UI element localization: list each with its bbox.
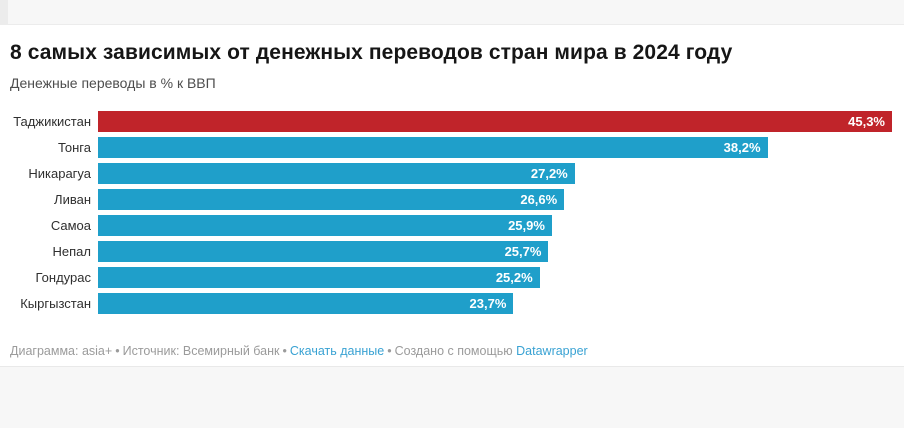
footer-separator: • bbox=[282, 344, 287, 359]
bar-label: Самоа bbox=[50, 218, 91, 234]
top-band bbox=[0, 0, 904, 25]
top-band-left-edge bbox=[0, 0, 8, 25]
bar: 25,2% bbox=[98, 267, 540, 289]
chart-subtitle: Денежные переводы в % к ВВП bbox=[10, 75, 216, 92]
download-data-link[interactable]: Скачать данные bbox=[289, 344, 385, 359]
bar-chart: Таджикистан 45,3% Тонга 38,2% Никарагуа … bbox=[10, 111, 894, 315]
bar-track: 23,7% bbox=[98, 293, 892, 315]
bar-label: Ливан bbox=[54, 192, 91, 208]
bar: 27,2% bbox=[98, 163, 575, 185]
byline-text: Диаграмма: asia+ bbox=[10, 344, 113, 359]
bar-track: 25,2% bbox=[98, 267, 892, 289]
bar: 45,3% bbox=[98, 111, 892, 133]
source-text: Источник: Всемирный банк bbox=[122, 344, 280, 359]
chart-title: 8 самых зависимых от денежных переводов … bbox=[10, 41, 733, 64]
bar-track: 38,2% bbox=[98, 137, 892, 159]
bar-label: Непал bbox=[52, 244, 91, 260]
bar-row: Ливан 26,6% bbox=[10, 189, 894, 211]
bar-value-label: 23,7% bbox=[469, 296, 507, 312]
bar: 38,2% bbox=[98, 137, 768, 159]
bar-label: Кыргызстан bbox=[20, 296, 91, 312]
bar-value-label: 25,9% bbox=[508, 218, 545, 234]
bottom-band bbox=[0, 366, 904, 428]
bar-value-label: 38,2% bbox=[723, 140, 761, 156]
bar-label: Гондурас bbox=[35, 270, 91, 286]
bar-row: Тонга 38,2% bbox=[10, 137, 894, 159]
bar-label: Никарагуа bbox=[28, 166, 91, 182]
bar: 25,9% bbox=[98, 215, 552, 237]
bar-track: 25,9% bbox=[98, 215, 892, 237]
bar-value-label: 26,6% bbox=[520, 192, 558, 208]
bar: 23,7% bbox=[98, 293, 514, 315]
bar-track: 27,2% bbox=[98, 163, 892, 185]
bar-track: 45,3% bbox=[98, 111, 892, 133]
bar: 26,6% bbox=[98, 189, 565, 211]
bar-row: Самоа 25,9% bbox=[10, 215, 894, 237]
chart-container: 8 самых зависимых от денежных переводов … bbox=[0, 26, 904, 366]
bar-track: 25,7% bbox=[98, 241, 892, 263]
bar-value-label: 45,3% bbox=[848, 114, 885, 130]
bar-track: 26,6% bbox=[98, 189, 892, 211]
chart-footer: Диаграмма: asia+ • Источник: Всемирный бан… bbox=[10, 343, 894, 359]
bar-row: Непал 25,7% bbox=[10, 241, 894, 263]
bar-value-label: 27,2% bbox=[530, 166, 568, 182]
bar-value-label: 25,2% bbox=[495, 270, 533, 286]
bar-row: Кыргызстан 23,7% bbox=[10, 293, 894, 315]
bar-row: Таджикистан 45,3% bbox=[10, 111, 894, 133]
bar-label: Таджикистан bbox=[13, 114, 91, 130]
bar-value-label: 25,7% bbox=[504, 244, 542, 260]
bar: 25,7% bbox=[98, 241, 549, 263]
footer-separator: • bbox=[115, 344, 120, 359]
footer-separator: • bbox=[387, 344, 392, 359]
bar-row: Никарагуа 27,2% bbox=[10, 163, 894, 185]
datawrapper-link[interactable]: Datawrapper bbox=[516, 344, 588, 359]
created-with-text: Создано с помощью bbox=[394, 344, 513, 359]
bar-row: Гондурас 25,2% bbox=[10, 267, 894, 289]
bar-label: Тонга bbox=[57, 140, 91, 156]
